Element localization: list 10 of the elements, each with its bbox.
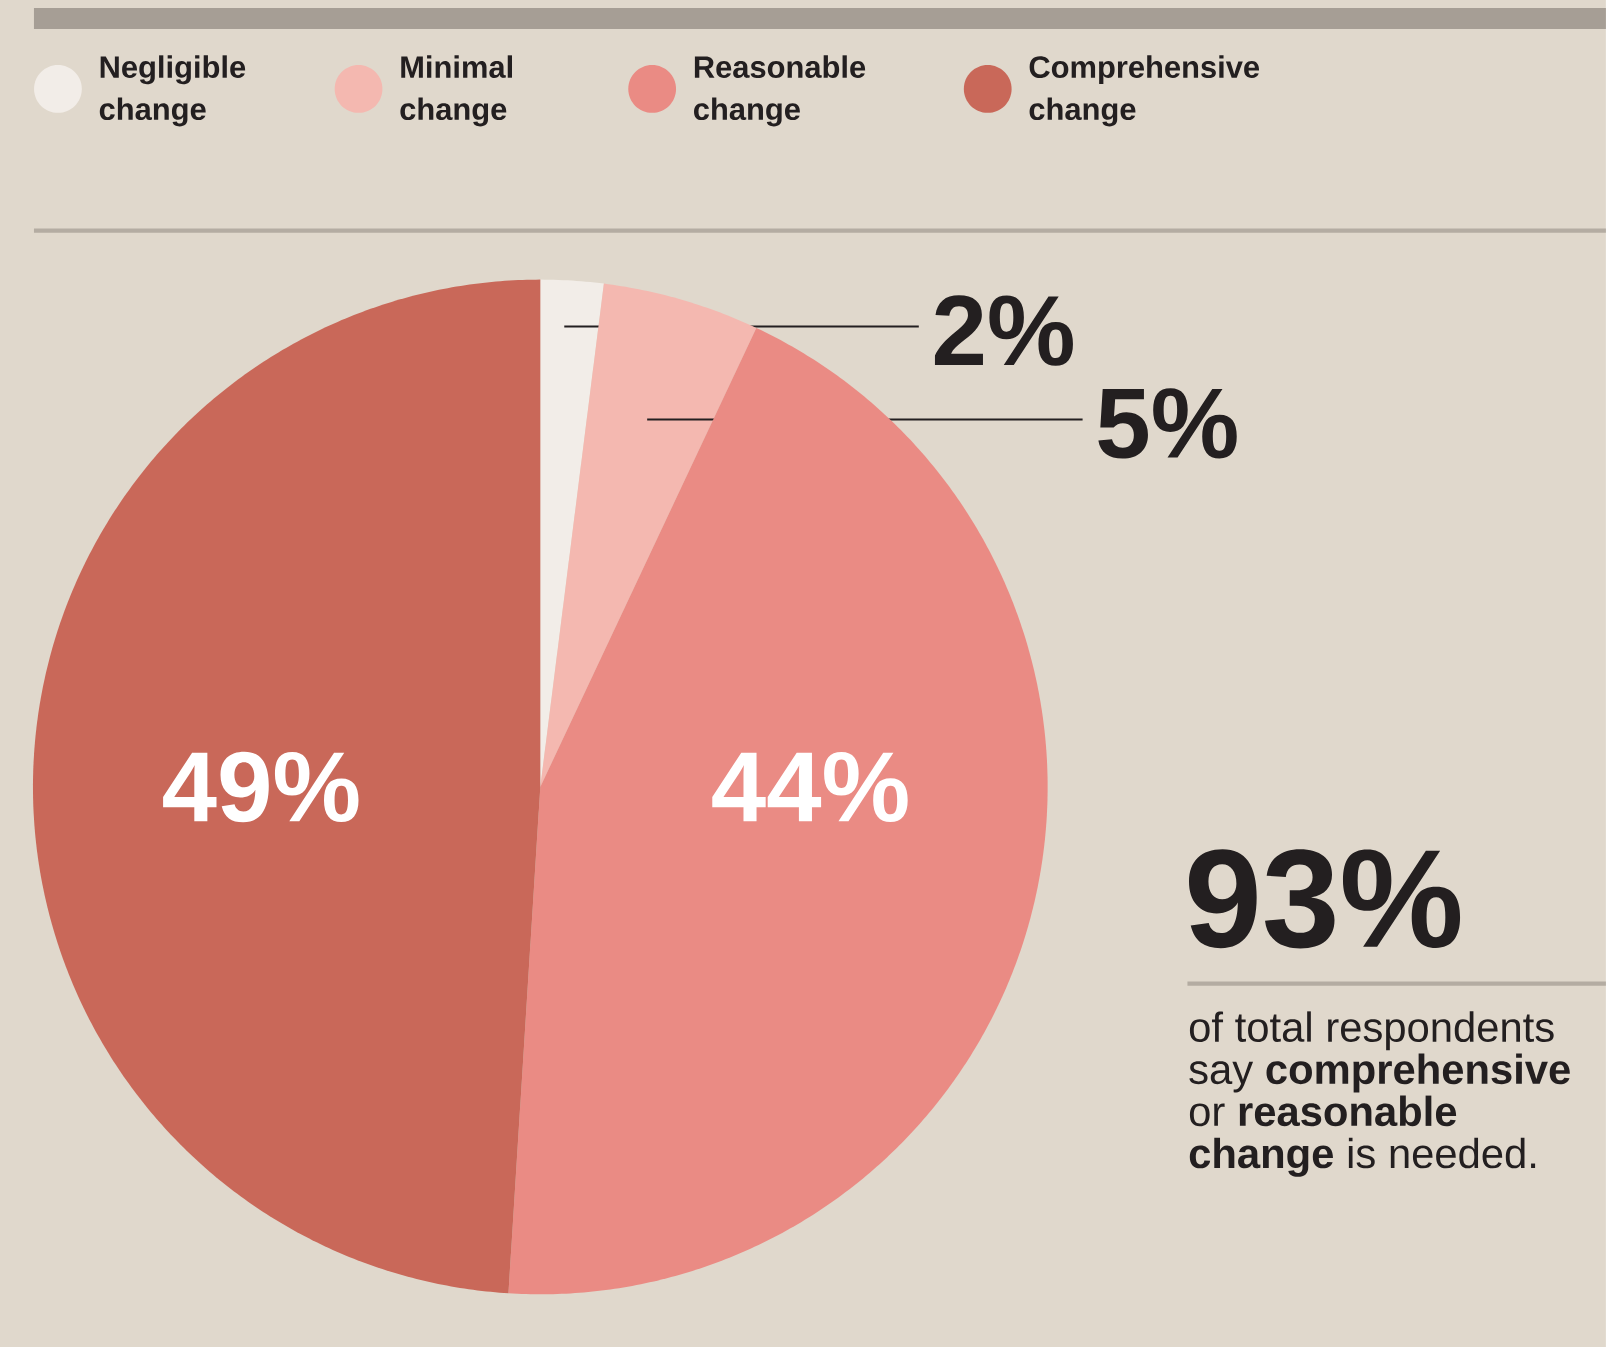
data-label: 5%	[1098, 388, 1237, 459]
data-label: 44%	[712, 751, 908, 822]
data-label: 49%	[163, 751, 359, 823]
data-label: 2%	[934, 295, 1073, 366]
text: of total respondents say comprehensive or reasonable change is needed.	[1189, 1011, 1570, 1177]
text: 93%	[1189, 849, 1461, 949]
legend-label: Reasonable change	[694, 55, 866, 127]
legend-label: Minimal change	[400, 55, 512, 127]
legend-label: Comprehensive change	[1029, 55, 1260, 127]
legend-label: Negligible change	[99, 55, 246, 127]
